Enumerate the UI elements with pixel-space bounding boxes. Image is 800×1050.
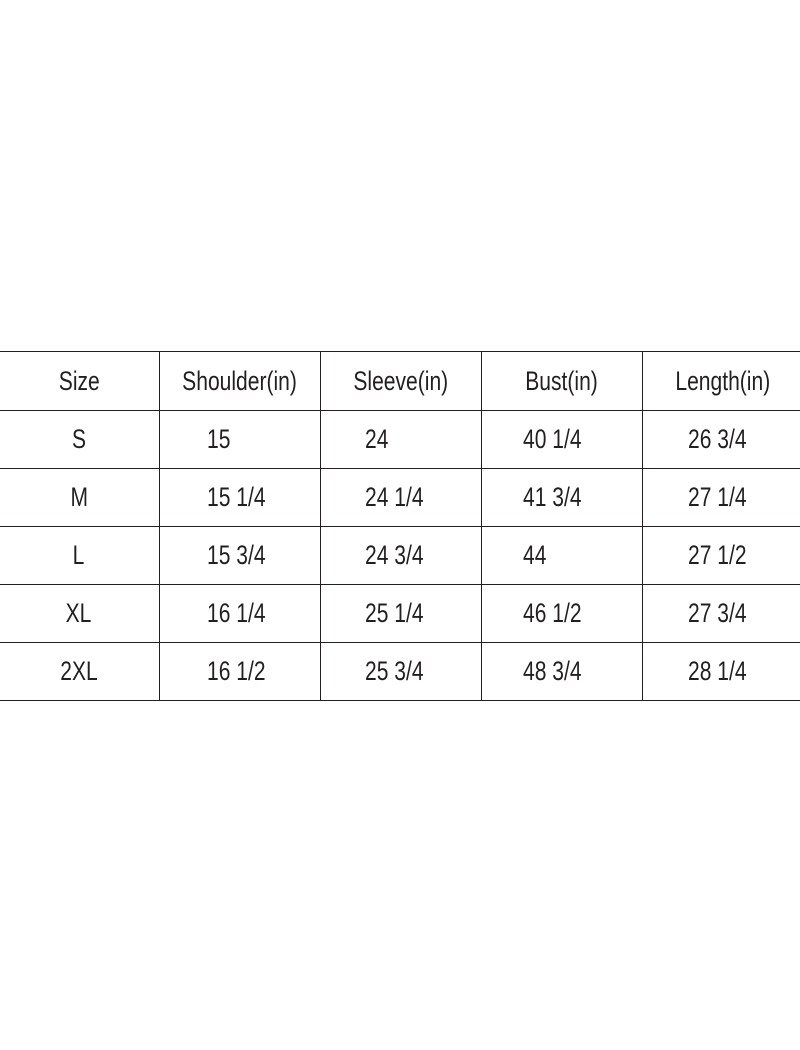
cell-value: 24 [365, 424, 389, 454]
cell-value: 48 3/4 [523, 656, 582, 686]
cell-value: 27 1/2 [688, 540, 747, 570]
cell-sleeve: 24 [320, 410, 482, 469]
cell-value: 46 1/2 [523, 598, 582, 628]
cell-value: 27 1/4 [688, 482, 747, 512]
header-bust: Bust(in) [481, 351, 643, 411]
header-label: Sleeve(in) [353, 365, 449, 396]
cell-size: S [0, 410, 160, 469]
cell-size: XL [0, 584, 160, 643]
cell-value: XL [66, 598, 92, 628]
cell-size: M [0, 468, 160, 527]
cell-shoulder: 15 1/4 [159, 468, 321, 527]
cell-length: 27 1/4 [642, 468, 800, 527]
cell-sleeve: 24 1/4 [320, 468, 482, 527]
header-label: Size [58, 365, 100, 396]
cell-value: 25 1/4 [365, 598, 424, 628]
cell-shoulder: 16 1/4 [159, 584, 321, 643]
cell-size: L [0, 526, 160, 585]
cell-length: 27 1/2 [642, 526, 800, 585]
cell-value: 16 1/4 [207, 598, 266, 628]
cell-value: 28 1/4 [688, 656, 747, 686]
header-sleeve: Sleeve(in) [320, 351, 482, 411]
cell-sleeve: 24 3/4 [320, 526, 482, 585]
cell-value: L [73, 540, 85, 570]
cell-value: 44 [523, 540, 547, 570]
cell-value: M [70, 482, 88, 512]
header-label: Bust(in) [525, 365, 599, 396]
cell-value: 2XL [60, 656, 98, 686]
table-row: M 15 1/4 24 1/4 41 3/4 27 1/4 [0, 468, 800, 527]
cell-value: 24 3/4 [365, 540, 424, 570]
cell-value: 41 3/4 [523, 482, 582, 512]
cell-bust: 41 3/4 [481, 468, 643, 527]
cell-bust: 40 1/4 [481, 410, 643, 469]
header-label: Shoulder(in) [182, 365, 298, 396]
cell-shoulder: 15 [159, 410, 321, 469]
cell-shoulder: 16 1/2 [159, 642, 321, 701]
cell-length: 28 1/4 [642, 642, 800, 701]
cell-value: 25 3/4 [365, 656, 424, 686]
cell-sleeve: 25 1/4 [320, 584, 482, 643]
table-row: S 15 24 40 1/4 26 3/4 [0, 410, 800, 469]
header-row: Size Shoulder(in) Sleeve(in) Bust(in) Le… [0, 351, 800, 411]
table-row: L 15 3/4 24 3/4 44 27 1/2 [0, 526, 800, 585]
cell-value: 40 1/4 [523, 424, 582, 454]
cell-size: 2XL [0, 642, 160, 701]
cell-length: 26 3/4 [642, 410, 800, 469]
size-chart-table: Size Shoulder(in) Sleeve(in) Bust(in) Le… [0, 351, 800, 701]
cell-value: 26 3/4 [688, 424, 747, 454]
cell-value: 16 1/2 [207, 656, 266, 686]
cell-value: 15 1/4 [207, 482, 266, 512]
cell-length: 27 3/4 [642, 584, 800, 643]
cell-value: 15 3/4 [207, 540, 266, 570]
cell-sleeve: 25 3/4 [320, 642, 482, 701]
cell-value: 15 [207, 424, 231, 454]
header-shoulder: Shoulder(in) [159, 351, 321, 411]
cell-bust: 48 3/4 [481, 642, 643, 701]
header-label: Length(in) [675, 365, 771, 396]
cell-value: 27 3/4 [688, 598, 747, 628]
cell-value: S [71, 424, 87, 454]
cell-value: 24 1/4 [365, 482, 424, 512]
header-size: Size [0, 351, 160, 411]
table-row: XL 16 1/4 25 1/4 46 1/2 27 3/4 [0, 584, 800, 643]
cell-bust: 44 [481, 526, 643, 585]
cell-bust: 46 1/2 [481, 584, 643, 643]
table-row: 2XL 16 1/2 25 3/4 48 3/4 28 1/4 [0, 642, 800, 701]
cell-shoulder: 15 3/4 [159, 526, 321, 585]
header-length: Length(in) [642, 351, 800, 411]
